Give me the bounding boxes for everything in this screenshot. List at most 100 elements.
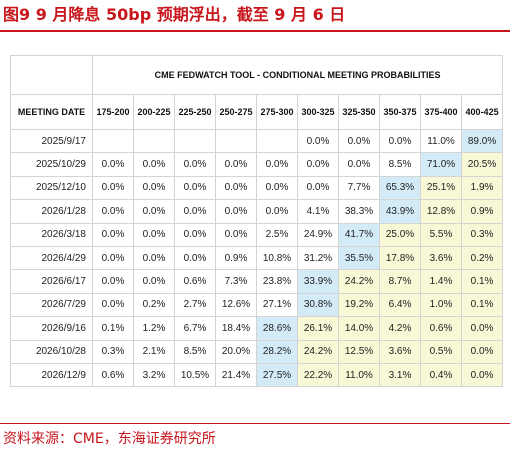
probability-cell: 20.5% [460,152,504,177]
probability-cell: 0.0% [133,245,175,271]
probability-cell: 24.9% [297,222,339,247]
table-row: 2026/12/9 0.6% 3.2% 10.5% 21.4% 27.5% 22.2% 11.… [10,362,504,388]
probability-cell: 7.3% [215,269,257,294]
probability-cell: 8.5% [379,152,421,177]
table-row: 2026/9/16 0.1% 1.2% 6.7% 18.4% 28.6% 26.1% 14.0… [10,316,504,341]
probability-cell: 0.0% [174,199,216,224]
table-row: 2025/9/17 0.0% 0.0% 0.0% 11.0% 89.0% [10,128,504,154]
table-row: 2026/1/28 0.0% 0.0% 0.0% 0.0% 0.0% 4.1% 38.3% 43… [10,199,504,224]
probability-cell: 28.6% [256,316,298,341]
rate-range-header: 275-300 [256,94,298,130]
probability-cell: 0.0% [297,128,339,154]
probability-cell [92,128,134,154]
probability-cell: 0.3% [92,339,134,364]
probability-cell: 0.0% [338,152,380,177]
probability-cell: 3.6% [420,245,462,271]
probability-cell: 14.0% [338,316,380,341]
table-row: 2026/6/17 0.0% 0.0% 0.6% 7.3% 23.8% 33.9% 24.2%… [10,269,504,294]
probability-cell: 10.8% [256,245,298,271]
probability-cell: 0.0% [174,175,216,201]
figure-title: 图9 9 月降息 50bp 预期浮出，截至 9 月 6 日 [3,5,346,24]
probability-cell: 17.8% [379,245,421,271]
source-note: 资料来源：CME，东海证券研究所 [3,431,216,447]
rate-range-header: 200-225 [133,94,175,130]
probability-cell: 89.0% [460,128,504,154]
probability-cell: 4.1% [297,199,339,224]
probability-cell: 4.2% [379,316,421,341]
probability-cell: 0.0% [215,175,257,201]
probability-cell: 38.3% [338,199,380,224]
probability-cell: 0.1% [92,316,134,341]
probability-cell: 30.8% [297,292,339,318]
probability-cell: 0.9% [460,199,504,224]
probability-cell: 2.5% [256,222,298,247]
probability-cell: 23.8% [256,269,298,294]
probability-cell: 5.5% [420,222,462,247]
rate-range-header: 400-425 [460,94,504,130]
probability-cell: 0.0% [460,316,504,341]
probability-cell: 0.6% [420,316,462,341]
probability-cell: 19.2% [338,292,380,318]
rate-range-header: 350-375 [379,94,421,130]
meeting-date-cell: 2026/1/28 [10,199,93,224]
probability-cell: 0.5% [420,339,462,364]
probability-cell: 35.5% [338,245,380,271]
probability-cell: 0.1% [460,269,504,294]
meeting-date-cell: 2025/10/29 [10,152,93,177]
probability-cell: 18.4% [215,316,257,341]
probability-cell: 28.2% [256,339,298,364]
probability-cell: 0.9% [215,245,257,271]
meeting-date-cell: 2026/12/9 [10,362,93,388]
probability-cell: 0.0% [460,339,504,364]
meeting-date-cell: 2026/9/16 [10,316,93,341]
probability-cell: 0.0% [92,199,134,224]
table-row: 2025/12/10 0.0% 0.0% 0.0% 0.0% 0.0% 0.0% 7.7% 65… [10,175,504,201]
probability-cell: 0.0% [256,175,298,201]
probability-cell: 11.0% [420,128,462,154]
probability-cell: 12.6% [215,292,257,318]
probability-cell: 0.0% [133,269,175,294]
table-title: CME FEDWATCH TOOL - CONDITIONAL MEETING … [91,55,504,95]
probability-cell: 0.0% [256,199,298,224]
probability-cell: 0.0% [215,152,257,177]
probability-cell: 24.2% [338,269,380,294]
probability-cell: 2.1% [133,339,175,364]
table-row: 2026/7/29 0.0% 0.2% 2.7% 12.6% 27.1% 30.8% 19.2… [10,292,504,318]
probability-cell [215,128,257,154]
fedwatch-table-container: CME FEDWATCH TOOL - CONDITIONAL MEETING … [10,55,504,388]
meeting-date-cell: 2025/9/17 [10,128,93,154]
probability-cell: 0.2% [133,292,175,318]
probability-cell: 27.5% [256,362,298,388]
probability-cell: 0.0% [174,222,216,247]
meeting-date-cell: 2025/12/10 [10,175,93,201]
probability-cell [133,128,175,154]
meeting-date-cell: 2026/4/29 [10,245,93,271]
probability-cell: 0.0% [92,269,134,294]
probability-cell [174,128,216,154]
probability-cell: 0.0% [215,199,257,224]
table-title-row: CME FEDWATCH TOOL - CONDITIONAL MEETING … [10,55,504,95]
probability-cell: 20.0% [215,339,257,364]
probability-cell: 3.6% [379,339,421,364]
rate-range-header: 325-350 [338,94,380,130]
probability-cell: 31.2% [297,245,339,271]
probability-cell [256,128,298,154]
rate-range-header: 300-325 [297,94,339,130]
probability-cell: 3.1% [379,362,421,388]
fedwatch-probability-table: CME FEDWATCH TOOL - CONDITIONAL MEETING … [10,55,504,388]
title-divider [0,30,510,32]
probability-cell: 7.7% [338,175,380,201]
probability-cell: 11.0% [338,362,380,388]
probability-cell: 0.0% [92,222,134,247]
probability-cell: 3.2% [133,362,175,388]
probability-cell: 0.0% [460,362,504,388]
probability-cell: 8.7% [379,269,421,294]
probability-cell: 24.2% [297,339,339,364]
rate-range-header: 375-400 [420,94,462,130]
probability-cell: 0.2% [460,245,504,271]
probability-cell: 1.4% [420,269,462,294]
column-header-row: MEETING DATE 175-200 200-225 225-250 250-27… [10,94,504,130]
probability-cell: 6.4% [379,292,421,318]
probability-cell: 0.6% [174,269,216,294]
table-row: 2026/10/28 0.3% 2.1% 8.5% 20.0% 28.2% 24.2% 12.… [10,339,504,364]
